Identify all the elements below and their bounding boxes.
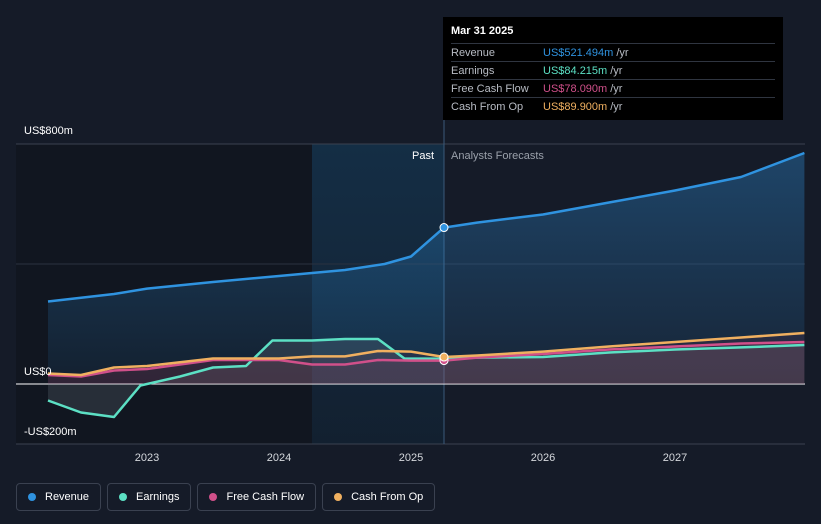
tooltip-label: Cash From Op: [451, 100, 524, 113]
x-tick-label-2023: 2023: [134, 452, 160, 464]
tooltip-row-revenue: Revenue US$521.494m /yr: [451, 43, 775, 61]
tooltip-unit: /yr: [616, 46, 629, 59]
series-line-earnings: [47, 337, 805, 419]
y-tick-label-0: US$0: [24, 366, 52, 378]
legend: Revenue Earnings Free Cash Flow Cash Fro…: [16, 483, 436, 511]
area-earnings: [48, 339, 805, 417]
x-tick-label-2024: 2024: [266, 452, 292, 464]
legend-label: Revenue: [45, 491, 90, 503]
y-tick-label-neg200: -US$200m: [24, 426, 77, 438]
area-revenue: [48, 153, 805, 384]
legend-item-earnings[interactable]: Earnings: [107, 483, 192, 511]
x-tick-label-2026: 2026: [530, 452, 556, 464]
marker-cash-from-op: [439, 352, 449, 362]
legend-label: Earnings: [136, 491, 180, 503]
legend-dot-icon: [28, 493, 36, 501]
series-line-cash-from-op: [47, 331, 805, 377]
tooltip-label: Earnings: [451, 64, 495, 77]
legend-label: Cash From Op: [351, 491, 424, 503]
legend-dot-icon: [334, 493, 343, 501]
tooltip-unit: /yr: [610, 82, 623, 95]
tooltip-row-earnings: Earnings US$84.215m /yr: [451, 61, 775, 79]
legend-item-free-cash-flow[interactable]: Free Cash Flow: [197, 483, 317, 511]
marker-revenue: [439, 223, 449, 233]
legend-dot-icon: [119, 493, 128, 501]
series-line-free-cash-flow: [47, 340, 805, 378]
legend-item-cash-from-op[interactable]: Cash From Op: [322, 483, 436, 511]
tooltip-row-cash-from-op: Cash From Op US$89.900m /yr: [451, 97, 775, 115]
legend-item-revenue[interactable]: Revenue: [16, 483, 102, 511]
y-tick-label-800: US$800m: [24, 125, 73, 137]
tooltip-unit: /yr: [610, 64, 623, 77]
tooltip: Mar 31 2025 Revenue US$521.494m /yr Earn…: [443, 17, 783, 120]
tooltip-date: Mar 31 2025: [451, 25, 514, 37]
x-tick-label-2027: 2027: [662, 452, 688, 464]
tooltip-label: Free Cash Flow: [451, 82, 529, 95]
past-label: Past: [412, 150, 435, 162]
tooltip-value: US$84.215m: [543, 64, 608, 77]
tooltip-row-free-cash-flow: Free Cash Flow US$78.090m /yr: [451, 79, 775, 97]
tooltip-label: Revenue: [451, 46, 496, 59]
legend-label: Free Cash Flow: [226, 491, 305, 503]
tooltip-value: US$78.090m: [543, 82, 608, 95]
tooltip-value: US$89.900m: [543, 100, 608, 113]
series-line-revenue: [47, 151, 805, 303]
forecast-label: Analysts Forecasts: [451, 150, 544, 162]
tooltip-unit: /yr: [610, 100, 623, 113]
tooltip-value: US$521.494m: [543, 46, 614, 59]
x-tick-label-2025: 2025: [398, 452, 424, 464]
legend-dot-icon: [209, 493, 218, 501]
